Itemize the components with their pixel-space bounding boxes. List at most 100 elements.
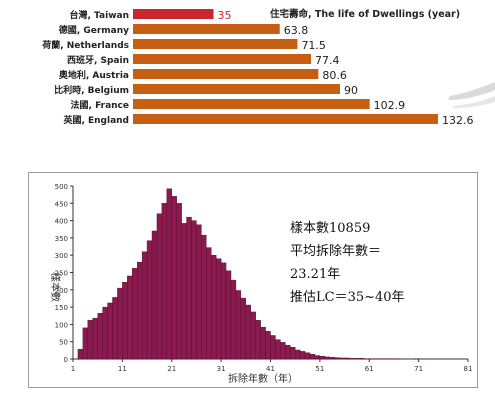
x-axis-label: 拆除年數（年） [228, 372, 298, 385]
histogram-bar [171, 196, 177, 360]
y-tick-label: 200 [55, 287, 68, 295]
bar-value-label: 77.4 [315, 54, 340, 67]
histogram-bar [265, 331, 271, 360]
histogram-bar [87, 320, 93, 360]
y-tick-label: 500 [55, 183, 68, 191]
x-tick-label: 11 [118, 365, 127, 373]
histogram-bar [314, 355, 321, 360]
y-tick-label: 400 [55, 218, 68, 226]
decorative-swoosh-2 [452, 96, 495, 108]
histogram-bar [211, 254, 217, 360]
bar-category-label: 台灣, Taiwan [70, 9, 130, 21]
histogram-bar [201, 234, 207, 360]
histogram-bar [275, 339, 281, 360]
bar [133, 24, 280, 34]
annotation-box: 樣本數10859 平均拆除年數＝ 23.21年 推估LC＝35~40年 [290, 221, 405, 305]
y-tick-label: 250 [55, 270, 68, 278]
histogram-bar [151, 230, 158, 360]
histogram-bar [161, 203, 168, 360]
histogram-bar [166, 188, 172, 360]
bar-category-label: 比利時, Belgium [54, 84, 129, 96]
x-tick-label: 41 [266, 365, 275, 373]
histogram-bar [156, 213, 163, 360]
histogram-bar [240, 297, 247, 360]
histogram-bar [122, 281, 128, 360]
histogram-bar [77, 349, 84, 360]
histogram-bar [334, 357, 340, 360]
annotation-line-1: 樣本數10859 [290, 221, 370, 236]
bar-category-label: 荷蘭, Netherlands [41, 39, 129, 51]
histogram-bar [92, 317, 98, 360]
bar [133, 114, 438, 124]
y-axis-label: 樣本數 [49, 272, 62, 302]
histogram-bar [230, 279, 237, 360]
histogram-bar [304, 352, 311, 360]
x-tick-label: 1 [71, 365, 75, 373]
histogram-bar [270, 335, 276, 360]
bar-value-label: 35 [218, 9, 232, 22]
histogram-bar [102, 306, 108, 360]
bar-value-label: 90 [344, 84, 358, 97]
bar-category-label: 法國, France [71, 99, 129, 111]
bar-value-label: 102.9 [374, 99, 406, 112]
bar [133, 99, 370, 109]
bar [133, 69, 319, 79]
bar-category-label: 西班牙, Spain [67, 54, 129, 66]
annotation-line-3: 23.21年 [290, 267, 340, 282]
histogram-bar [294, 349, 301, 360]
histogram-bars [77, 188, 419, 360]
bar-value-label: 132.6 [442, 114, 474, 127]
x-tick-label: 61 [365, 365, 374, 373]
histogram-bar [250, 311, 256, 360]
histogram-bar [220, 262, 227, 360]
bar [133, 9, 214, 19]
x-tick-label: 51 [315, 365, 324, 373]
y-tick-label: 0 [64, 356, 68, 364]
histogram-bar [285, 344, 291, 360]
bar [133, 84, 340, 94]
y-tick-label: 300 [55, 252, 68, 260]
histogram-bar [344, 357, 350, 360]
histogram-bar [255, 320, 261, 360]
histogram-bar [225, 270, 232, 360]
dwelling-life-bar-chart: 住宅壽命, The life of Dwellings (year) 台灣, T… [41, 8, 495, 127]
x-tick-label: 31 [217, 365, 226, 373]
histogram-bar [196, 224, 202, 360]
histogram-bar [141, 251, 148, 360]
histogram-bar [359, 358, 365, 360]
histogram-bar [107, 302, 113, 360]
y-tick-label: 150 [55, 304, 68, 312]
histogram-bar [339, 357, 345, 360]
bar-value-label: 63.8 [284, 24, 309, 37]
histogram-bar [299, 351, 306, 360]
histogram-bar [235, 290, 242, 360]
histogram-bar [127, 275, 133, 360]
bar-category-label: 德國, Germany [59, 24, 129, 36]
annotation-line-4: 推估LC＝35~40年 [290, 290, 405, 305]
bar-rows: 台灣, Taiwan 35 德國, Germany 63.8 荷蘭, Netherlan… [41, 9, 473, 127]
histogram-bar [191, 220, 197, 360]
histogram-bar [290, 347, 296, 360]
histogram-bar [215, 258, 222, 360]
bar-value-label: 80.6 [322, 69, 347, 82]
histogram-bar [136, 261, 143, 360]
bar-category-label: 奧地利, Austria [59, 69, 129, 81]
y-tick-label: 450 [55, 200, 68, 208]
histogram-bar [97, 313, 103, 360]
histogram-bar [132, 268, 138, 360]
histogram-bar [82, 327, 89, 360]
decorative-swoosh [448, 82, 495, 100]
annotation-line-2: 平均拆除年數＝ [290, 244, 381, 259]
histogram-bar [319, 356, 326, 360]
histogram-bar [280, 342, 286, 360]
histogram-bar [186, 216, 192, 360]
histogram-bar [176, 203, 182, 360]
x-tick-label: 21 [167, 365, 176, 373]
histogram-bar [245, 304, 251, 360]
bar-value-label: 71.5 [301, 39, 326, 52]
histogram-bar [146, 240, 153, 360]
histogram-bar [181, 223, 187, 360]
histogram-bar [260, 326, 266, 360]
histogram-bar [206, 247, 212, 360]
